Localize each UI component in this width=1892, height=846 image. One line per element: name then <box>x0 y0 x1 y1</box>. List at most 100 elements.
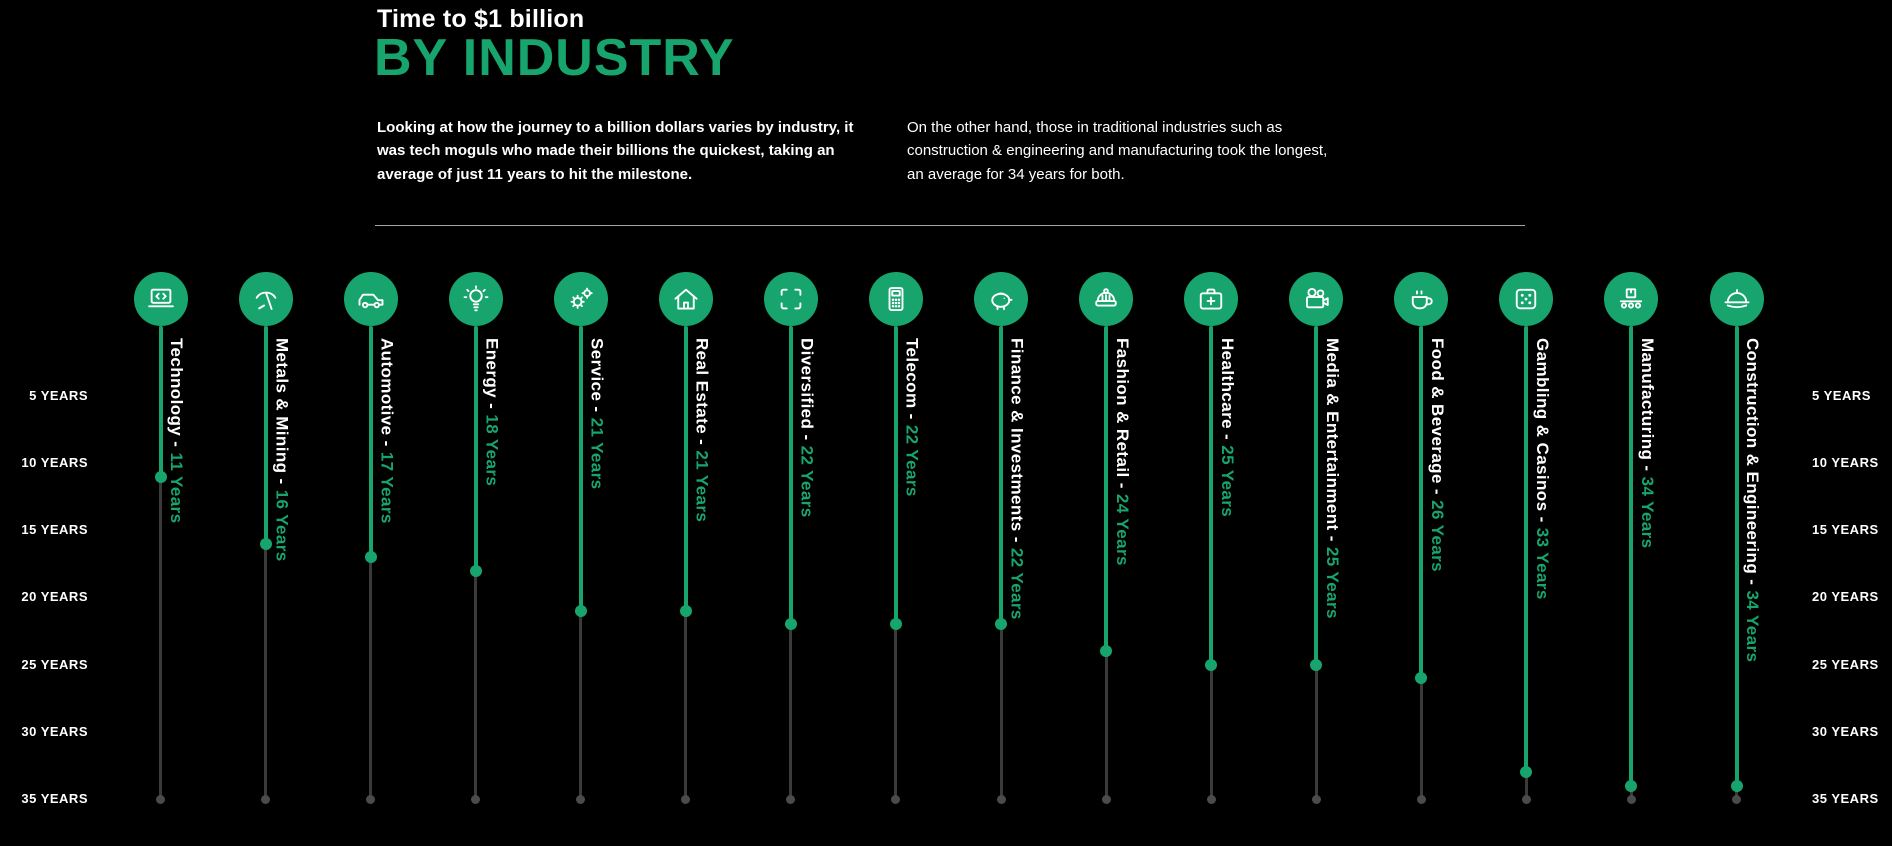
industry-label: Automotive - 17 Years <box>377 338 396 524</box>
stem-track <box>1104 326 1108 799</box>
car-icon <box>343 272 398 326</box>
stem-track <box>474 326 478 799</box>
track-end-dot <box>996 794 1006 804</box>
track-end-dot <box>1732 794 1742 804</box>
stem-value <box>473 326 478 571</box>
industry-years-value: 25 Years <box>1322 546 1342 619</box>
track-end-dot <box>366 794 376 804</box>
stem-track <box>789 326 793 799</box>
stem-value <box>1209 326 1214 665</box>
stem-value <box>263 326 268 544</box>
track-end-dot <box>1206 794 1216 804</box>
stem-value <box>158 326 163 477</box>
value-dot <box>1625 779 1638 792</box>
axis-tick-label: 10 YEARS <box>1812 455 1879 471</box>
stem-track <box>1419 326 1423 799</box>
industry-name: Gambling & Casinos - <box>1533 338 1553 528</box>
track-end-dot <box>786 794 796 804</box>
gears-icon <box>553 272 608 326</box>
industry-years-value: 24 Years <box>1112 493 1132 566</box>
track-end-dot <box>576 794 586 804</box>
industry-label: Metals & Mining - 16 Years <box>272 338 291 562</box>
industry-years-value: 26 Years <box>1428 500 1448 573</box>
stem-value <box>683 326 688 611</box>
industry-years-value: 18 Years <box>482 414 502 487</box>
intro-paragraph-left: Looking at how the journey to a billion … <box>377 119 854 183</box>
stem-value <box>1524 326 1529 773</box>
value-dot <box>1100 645 1113 658</box>
stem-track <box>999 326 1003 799</box>
stem-track <box>159 326 162 799</box>
lightbulb-icon <box>448 272 503 326</box>
industry-label: Technology - 11 Years <box>167 338 186 523</box>
value-dot <box>154 470 167 483</box>
track-end-dot <box>1416 794 1426 804</box>
axis-tick-label: 35 YEARS <box>1812 790 1879 806</box>
stem-track <box>1314 326 1318 799</box>
stem-track <box>1629 326 1633 799</box>
hard-hat-icon <box>1709 272 1764 326</box>
chart-title: BY INDUSTRY <box>374 29 735 87</box>
industry-label: Finance & Investments - 22 Years <box>1007 338 1027 620</box>
value-dot <box>364 551 377 564</box>
value-dot <box>574 604 587 617</box>
industry-years-value: 33 Years <box>1533 527 1553 600</box>
stem-track <box>1209 326 1213 799</box>
industry-name: Metals & Mining - <box>272 338 292 490</box>
movie-camera-icon <box>1289 272 1344 326</box>
stem-track <box>1524 326 1528 799</box>
industry-label: Diversified - 22 Years <box>797 338 817 518</box>
industry-years-value: 34 Years <box>1743 590 1763 663</box>
value-dot <box>889 618 902 631</box>
axis-tick-label: 20 YEARS <box>21 589 88 605</box>
stem-track <box>369 326 373 799</box>
industry-years-value: 21 Years <box>692 450 712 523</box>
industry-label: Fashion & Retail - 24 Years <box>1112 338 1132 566</box>
industry-label: Food & Beverage - 26 Years <box>1427 338 1448 573</box>
industry-name: Service - <box>587 338 607 418</box>
track-end-dot <box>261 794 271 804</box>
industry-name: Food & Beverage - <box>1428 338 1448 501</box>
industry-label: Construction & Engineering - 34 Years <box>1743 338 1762 662</box>
value-dot <box>259 537 272 550</box>
industry-years-value: 21 Years <box>587 417 607 490</box>
industry-label: Gambling & Casinos - 33 Years <box>1532 338 1553 600</box>
house-icon <box>658 272 713 326</box>
miner-pickaxe-icon <box>238 272 293 326</box>
header-divider <box>375 225 1525 226</box>
value-dot <box>1730 779 1743 792</box>
axis-tick-label: 5 YEARS <box>29 388 88 403</box>
axis-tick-label: 15 YEARS <box>1812 522 1879 538</box>
stem-value <box>1314 326 1319 665</box>
piggy-bank-icon <box>974 272 1029 326</box>
axis-tick-label: 30 YEARS <box>1812 723 1879 739</box>
track-end-dot <box>156 794 165 804</box>
industry-name: Healthcare - <box>1217 338 1237 446</box>
industry-years-value: 22 Years <box>902 424 922 497</box>
laptop-code-icon <box>133 272 188 326</box>
industry-years-value: 11 Years <box>167 452 187 524</box>
value-dot <box>679 604 692 617</box>
axis-tick-label: 30 YEARS <box>21 723 88 739</box>
axis-tick-label: 25 YEARS <box>1812 656 1879 672</box>
telephone-icon <box>868 272 923 326</box>
industry-label: Manufacturing - 34 Years <box>1637 338 1657 549</box>
axis-tick-label: 20 YEARS <box>1812 589 1879 605</box>
y-axis-left: 5 YEARS 10 YEARS 15 YEARS 20 YEARS 25 YEARS 3… <box>18 0 88 846</box>
track-end-dot <box>681 794 691 804</box>
value-dot <box>995 618 1008 631</box>
conveyor-box-icon <box>1604 272 1659 326</box>
axis-tick-label: 15 YEARS <box>21 522 88 538</box>
value-dot <box>784 618 797 631</box>
stem-track <box>1735 326 1739 799</box>
industry-label: Real Estate - 21 Years <box>692 338 712 523</box>
stem-value <box>788 326 793 625</box>
value-dot <box>1205 658 1218 671</box>
stem-value <box>1734 326 1739 786</box>
track-end-dot <box>891 794 901 804</box>
stem-track <box>684 326 688 799</box>
track-end-dot <box>1311 794 1321 804</box>
stem-value <box>578 326 583 611</box>
industry-name: Diversified - <box>797 338 817 446</box>
